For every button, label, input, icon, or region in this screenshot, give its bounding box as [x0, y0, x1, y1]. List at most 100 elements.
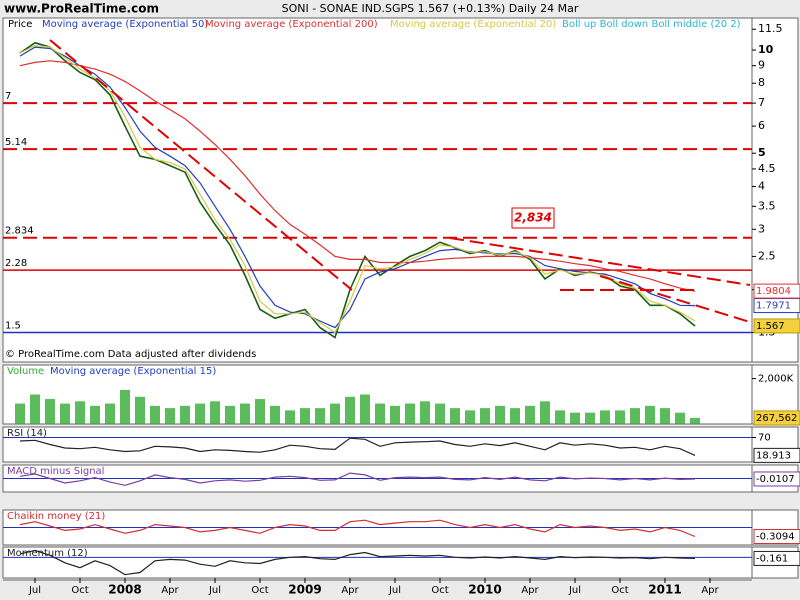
annotation: 2,834 [514, 211, 552, 225]
y-tick-label: 10 [758, 43, 774, 56]
y-tick-label: 4.5 [758, 162, 776, 175]
panel-title: MACD minus Signal [7, 466, 104, 477]
y-tick-label: 3.5 [758, 199, 776, 212]
volume-bar [405, 403, 415, 424]
volume-bar [360, 394, 370, 424]
series-line [19, 472, 696, 486]
volume-bar [270, 405, 280, 424]
y-tick-label: 3 [758, 222, 765, 235]
volume-bar [570, 412, 580, 424]
annotation-box [511, 207, 555, 229]
y-tick-label: 70 [758, 433, 771, 444]
volume-bar [300, 408, 310, 424]
level-label: 7 [5, 91, 11, 102]
value-box-label: 18.913 [756, 450, 791, 461]
value-box [753, 471, 800, 487]
volume-bar [435, 403, 445, 424]
volume-bar [525, 405, 535, 424]
volume-bar [495, 405, 505, 424]
trend-line [449, 237, 751, 286]
trend-line [599, 275, 751, 323]
volume-bar [315, 408, 325, 424]
volume-bar [465, 410, 475, 424]
x-tick-label: Oct [611, 585, 628, 596]
y-tick-label: 5 [758, 146, 766, 159]
volume-bar [195, 403, 205, 424]
panel-background [2, 17, 753, 363]
volume-bar [90, 405, 100, 424]
volume-bar [165, 408, 175, 424]
value-box [753, 283, 800, 299]
y-tick-label: 7 [758, 96, 765, 109]
x-tick-label: Jul [568, 585, 581, 596]
volume-bar [255, 399, 265, 424]
x-tick-label: Oct [251, 585, 268, 596]
x-tick-label: 2011 [648, 583, 681, 597]
value-box [753, 410, 800, 426]
volume-bar [690, 417, 700, 424]
panel-background [2, 546, 753, 579]
volume-bar [240, 403, 250, 424]
volume-bar [420, 401, 430, 424]
x-tick-label: 2010 [468, 583, 501, 597]
series-line [19, 60, 696, 292]
y-tick-label: 8 [758, 76, 765, 89]
volume-bar [330, 403, 340, 424]
volume-bar [645, 405, 655, 424]
x-tick-label: Jul [208, 585, 221, 596]
volume-bar [630, 408, 640, 424]
site-name: www.ProRealTime.com [4, 2, 159, 16]
legend-entry: Price [8, 19, 32, 30]
x-tick-label: 2008 [108, 583, 141, 597]
volume-bar [540, 401, 550, 424]
y-tick-label: 2.5 [758, 249, 776, 262]
value-box-label: 267,562 [756, 413, 797, 424]
series-line [19, 44, 696, 334]
y-tick-label: 2,000K [758, 374, 794, 385]
series-line [19, 549, 696, 576]
volume-bar [345, 396, 355, 424]
volume-bar [225, 405, 235, 424]
volume-bar [45, 399, 55, 424]
series-line [19, 437, 696, 456]
volume-bar [210, 401, 220, 424]
value-box-label: -0.0107 [756, 474, 795, 485]
series-line [19, 519, 696, 538]
footnote: © ProRealTime.com Data adjusted after di… [5, 349, 256, 360]
volume-bar [285, 410, 295, 424]
legend-entry: Moving average (Exponential 20) [390, 19, 556, 30]
x-tick-label: Jul [28, 585, 41, 596]
volume-bar [390, 405, 400, 424]
volume-bar [615, 410, 625, 424]
x-tick-label: Oct [431, 585, 448, 596]
y-tick-label: 4 [758, 179, 765, 192]
volume-bar [120, 389, 130, 424]
volume-bar [375, 403, 385, 424]
volume-bar [150, 405, 160, 424]
value-box [753, 529, 800, 545]
panel-title: RSI (14) [7, 428, 47, 439]
volume-bar [30, 394, 40, 424]
x-tick-label: Apr [521, 585, 539, 596]
volume-bar [480, 408, 490, 424]
y-tick-label: 11.5 [758, 22, 783, 35]
level-label: 5.14 [5, 137, 27, 148]
volume-bar [660, 408, 670, 424]
level-label: 1.5 [5, 320, 21, 331]
y-tick-label: 6 [758, 119, 765, 132]
volume-bar [105, 403, 115, 424]
legend-entry: Boll up Boll down Boll middle (20 2) [562, 19, 741, 30]
value-box-label: -0.3094 [756, 532, 795, 543]
y-tick-label: 9 [758, 59, 765, 72]
trend-line [49, 39, 353, 291]
panel-title: Moving average (Exponential 15) [50, 366, 216, 377]
legend-entry: Volume [7, 366, 44, 377]
value-box [753, 447, 800, 463]
panel-title: Momentum (12) [7, 548, 88, 559]
volume-bar [60, 403, 70, 424]
volume-bar [510, 408, 520, 424]
value-box [753, 318, 800, 334]
value-box [753, 550, 800, 566]
level-label: 2.28 [5, 258, 27, 269]
